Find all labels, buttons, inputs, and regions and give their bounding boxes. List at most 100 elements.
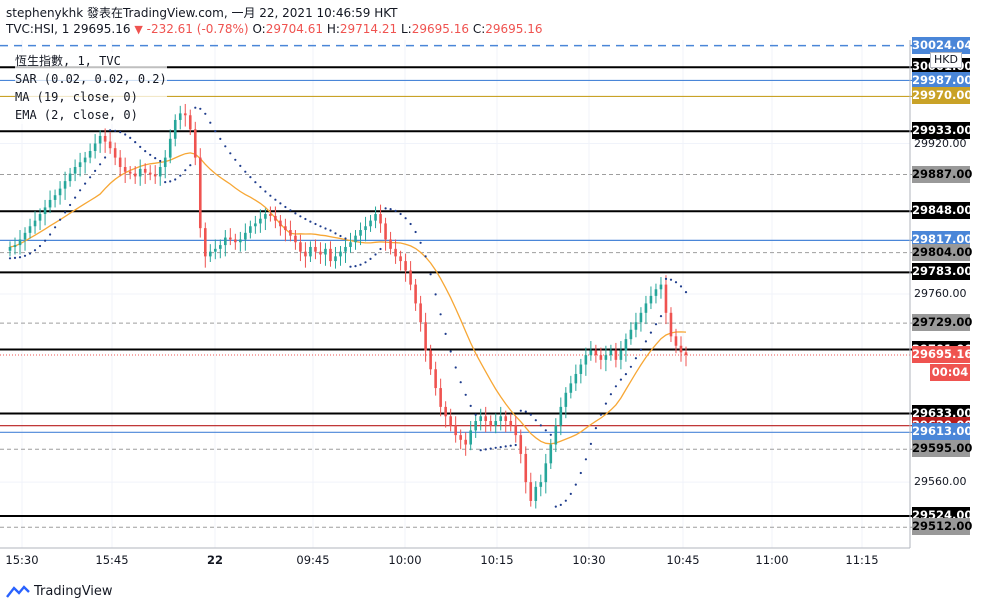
sar-dot — [409, 222, 412, 226]
candle-body — [499, 416, 503, 421]
sar-dot — [239, 164, 242, 167]
candle-body — [68, 173, 72, 182]
candle-body — [529, 482, 533, 501]
candle-body — [389, 239, 392, 249]
sar-dot — [33, 249, 37, 252]
legend-title[interactable]: 恆生指數, 1, TVC — [15, 52, 167, 70]
candle-body — [43, 207, 47, 215]
candle-body — [48, 199, 52, 208]
sar-dot — [164, 181, 167, 184]
candle-body — [224, 237, 227, 246]
candle-body — [103, 135, 107, 142]
candle-body — [419, 303, 422, 323]
candle-body — [88, 151, 92, 158]
sar-dot — [209, 121, 212, 124]
close-value: 29695.16 — [485, 22, 543, 36]
sar-dot — [509, 444, 512, 447]
sar-dot — [684, 291, 688, 294]
candle-body — [188, 115, 192, 130]
legend-sar[interactable]: SAR (0.02, 0.02, 0.2) — [15, 70, 167, 88]
sar-dot — [199, 107, 202, 110]
candle-body — [614, 350, 618, 360]
candles — [8, 103, 688, 509]
sar-dot — [559, 503, 562, 506]
sar-dot — [214, 130, 217, 133]
sar-dot — [674, 281, 678, 284]
sar-dot — [679, 285, 683, 288]
candle-body — [664, 284, 668, 313]
sar-dot — [179, 174, 182, 177]
sar-dot — [489, 447, 492, 450]
candle-body — [594, 350, 598, 356]
candle-body — [319, 251, 322, 255]
sar-dot — [449, 350, 452, 353]
sar-dot — [169, 180, 172, 183]
sar-dot — [484, 448, 487, 451]
candle-body — [589, 350, 593, 356]
sar-dot — [554, 505, 557, 508]
tradingview-logo[interactable]: TradingView — [6, 584, 113, 599]
last-price: 29695.16 — [73, 22, 131, 36]
sar-dot — [479, 449, 482, 452]
open-label: O: — [252, 22, 266, 36]
down-arrow-icon: ▼ — [134, 23, 143, 36]
sar-dot — [59, 218, 62, 221]
candle-body — [118, 157, 122, 167]
sar-dot — [174, 178, 177, 181]
sar-dot — [644, 340, 648, 343]
time-axis-label: 09:45 — [296, 553, 330, 567]
candle-body — [128, 171, 132, 174]
sar-dot — [589, 442, 593, 445]
legend-ema[interactable]: EMA (2, close, 0) — [15, 106, 167, 124]
sar-dot — [139, 145, 142, 148]
candle-body — [469, 430, 472, 445]
sar-dot — [624, 373, 628, 376]
candle-body — [178, 113, 182, 120]
candle-body — [544, 463, 548, 483]
high-label: H: — [326, 22, 340, 36]
sar-dot — [334, 232, 337, 235]
sar-dot — [304, 217, 307, 221]
candle-body — [208, 251, 212, 257]
symbol-label[interactable]: TVC:HSI, 1 — [6, 22, 70, 36]
candle-body — [173, 119, 177, 139]
candle-body — [289, 230, 292, 236]
sar-dot — [274, 198, 277, 201]
candle-body — [629, 329, 633, 340]
sar-dot — [224, 145, 227, 148]
candle-body — [239, 239, 242, 243]
candle-body — [198, 157, 202, 229]
candle-body — [234, 239, 237, 243]
candle-body — [334, 256, 337, 262]
sar-dot — [129, 136, 132, 139]
candle-body — [579, 364, 583, 374]
candle-body — [444, 406, 447, 417]
sar-dot — [524, 410, 527, 413]
candle-body — [459, 435, 462, 440]
sar-dot — [669, 278, 673, 281]
candle-body — [314, 246, 317, 252]
candle-body — [504, 416, 508, 421]
sar-dot — [369, 257, 372, 260]
candle-body — [274, 215, 277, 221]
candle-body — [294, 235, 297, 243]
sar-dot — [384, 207, 387, 210]
candle-body — [554, 425, 558, 445]
time-axis-label: 10:00 — [388, 553, 422, 567]
sar-dot — [634, 357, 638, 360]
sar-dot — [344, 237, 347, 240]
candle-body — [214, 248, 217, 252]
sar-dot — [144, 150, 147, 153]
candle-body — [564, 392, 568, 407]
candle-body — [394, 248, 397, 257]
legend-ma[interactable]: MA (19, close, 0) — [15, 88, 167, 106]
sar-dots — [8, 106, 688, 508]
low-label: L: — [400, 22, 412, 36]
sar-dot — [319, 225, 322, 228]
candle-body — [679, 345, 683, 353]
sar-dot — [89, 176, 92, 179]
candle-body — [574, 373, 578, 384]
candle-body — [624, 339, 628, 351]
sar-dot — [104, 156, 107, 159]
change-value: -232.61 — [146, 22, 193, 36]
